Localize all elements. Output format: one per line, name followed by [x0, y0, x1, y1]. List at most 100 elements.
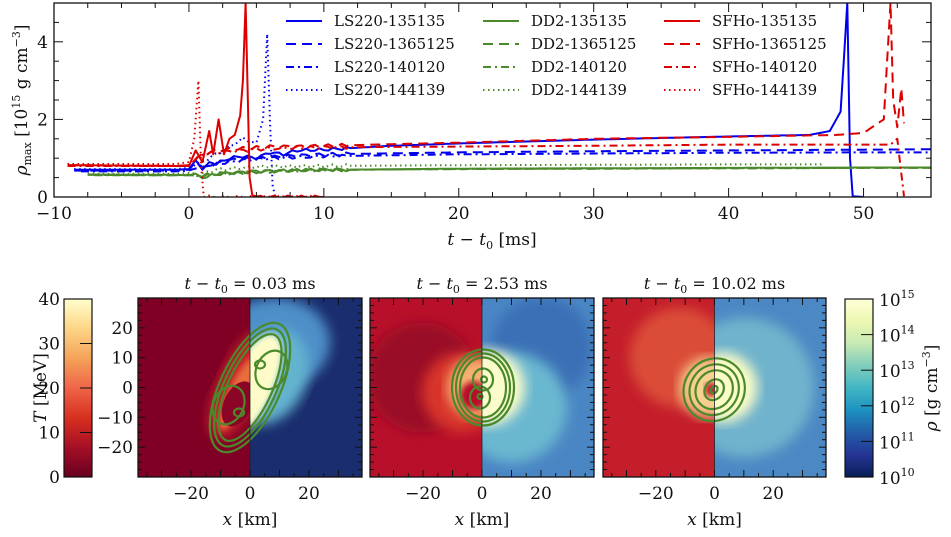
contour-line [479, 375, 489, 384]
top-y-axis-label: ρmax [1015 g cm−3] [10, 24, 34, 176]
density-colorbar-bar [844, 298, 874, 478]
series-line-dd2-1365125 [87, 166, 931, 179]
panel-title: t − t0 = 10.02 ms [644, 274, 785, 296]
contour-line [208, 321, 292, 454]
y-tick-label: −10 [97, 408, 133, 428]
x-tick-label: 30 [583, 204, 605, 224]
snapshot-panel-2: −20 0 20 x [km] t − t0 = 2.53 ms [369, 274, 595, 530]
snapshot-panel-3: −20 0 20 x [km] t − t0 = 10.02 ms [602, 274, 827, 530]
density-contours [682, 357, 746, 423]
colorbar-tick-label: 1010 [879, 466, 915, 489]
x-tick-label: −20 [173, 484, 209, 504]
y-tick-label: 10 [111, 349, 133, 369]
legend-entry-label: SFHo-135135 [712, 12, 817, 30]
x-tick-label: 20 [298, 484, 320, 504]
contour-line [450, 348, 516, 427]
legend-entry-label: DD2-144139 [531, 81, 627, 99]
snapshot-panel-1: −20 0 20 20 10 0 −10 −20 x [km] t − t0 = 0.03 ms [97, 274, 363, 530]
y-tick-label: 0 [122, 379, 133, 399]
contour-line [476, 392, 484, 401]
contour-line [232, 407, 246, 418]
series-line-ls220-140120 [81, 151, 931, 173]
x-tick-label: −20 [638, 484, 674, 504]
y-tick-label: 4 [37, 33, 48, 53]
x-tick-label: 40 [718, 204, 740, 224]
density-contours [450, 348, 516, 427]
colorbar-tick-label: 10 [38, 424, 60, 444]
colorbar-tick-label: 1014 [879, 324, 915, 347]
series-line-sfho-140120 [67, 137, 905, 197]
contour-line [471, 367, 495, 392]
contour-line [458, 356, 508, 419]
contour-line [213, 327, 287, 448]
panel-title: t − t0 = 0.03 ms [184, 274, 315, 296]
x-tick-label: 20 [448, 204, 470, 224]
colorbar-tick-label: 1013 [879, 359, 915, 382]
contour-line [454, 352, 512, 423]
contour-line [254, 349, 289, 391]
colorbar-tick-label: 30 [38, 335, 60, 355]
contour-line [709, 384, 719, 395]
temperature-field [370, 298, 482, 477]
legend-entry-label: LS220-140120 [334, 58, 445, 76]
y-tick-label: 20 [111, 319, 133, 339]
contour-line [211, 384, 246, 426]
x-tick-label: 20 [530, 484, 552, 504]
x-tick-label: −10 [36, 204, 72, 224]
colorbar-tick-label: 40 [38, 290, 60, 310]
series-line-dd2-144139 [87, 163, 824, 176]
colorbar-tick-label: 0 [49, 468, 60, 488]
x-tick-label: 0 [184, 204, 195, 224]
x-tick-label: 0 [477, 484, 488, 504]
density-field [482, 298, 594, 477]
contour-line [688, 363, 740, 417]
temperature-colorbar: 0 10 20 30 40 T [MeV] [31, 290, 93, 488]
x-tick-label: 20 [762, 484, 784, 504]
contour-line [703, 378, 725, 402]
legend-entry-label: LS220-1365125 [334, 35, 455, 53]
panel-x-axis-label: x [km] [687, 510, 742, 530]
y-tick-label: −20 [97, 438, 133, 458]
colorbar-tick-label: 1011 [879, 430, 915, 453]
legend-entry-label: LS220-144139 [334, 81, 445, 99]
x-tick-label: 0 [245, 484, 256, 504]
series-group [67, 3, 931, 197]
density-colorbar-ticks: 1010 1011 1012 1013 1014 1015 [861, 288, 915, 489]
colorbar-tick-label: 1015 [879, 288, 915, 311]
legend-entry-label: SFHo-1365125 [712, 35, 827, 53]
temperature-field [138, 298, 250, 477]
x-tick-label: 50 [853, 204, 875, 224]
legend-entry-label: SFHo-140120 [712, 58, 817, 76]
contour-line [468, 385, 492, 410]
temperature-field [603, 298, 715, 477]
legend-entry-label: LS220-135135 [334, 12, 445, 30]
contour-line [682, 357, 746, 423]
colorbar-tick-label: 1012 [879, 395, 915, 418]
series-line-dd2-140120 [94, 166, 931, 178]
legend: LS220-135135 LS220-1365125 LS220-140120 LS2… [286, 12, 827, 99]
panel-x-axis-label: x [km] [455, 510, 510, 530]
density-contours [208, 321, 292, 454]
legend-entry-label: DD2-1365125 [531, 35, 636, 53]
legend-entry-label: DD2-135135 [531, 12, 627, 30]
series-line-ls220-135135 [74, 3, 864, 197]
snapshot-panels: −20 0 20 20 10 0 −10 −20 x [km] t − t0 = 0.03 ms −… [97, 274, 827, 530]
x-tick-label: −20 [405, 484, 441, 504]
x-tick-label: 0 [709, 484, 720, 504]
legend-entry-label: SFHo-144139 [712, 81, 817, 99]
temperature-colorbar-label: T [MeV] [31, 353, 51, 423]
legend-entry-label: DD2-140120 [531, 58, 627, 76]
density-colorbar: 1010 1011 1012 1013 1014 1015 ρ [g cm−3] [844, 288, 942, 489]
y-tick-label: 0 [37, 188, 48, 208]
panel-title: t − t0 = 2.53 ms [416, 274, 547, 296]
density-colorbar-label: ρ [g cm−3] [920, 345, 942, 433]
contour-line [217, 333, 283, 442]
series-line-sfho-144139 [67, 79, 324, 197]
colorbar-tick-label: 20 [38, 379, 60, 399]
contour-line [253, 359, 267, 370]
y-tick-label: 2 [37, 110, 48, 130]
top-x-axis-label: t − t0 [ms] [447, 230, 536, 252]
